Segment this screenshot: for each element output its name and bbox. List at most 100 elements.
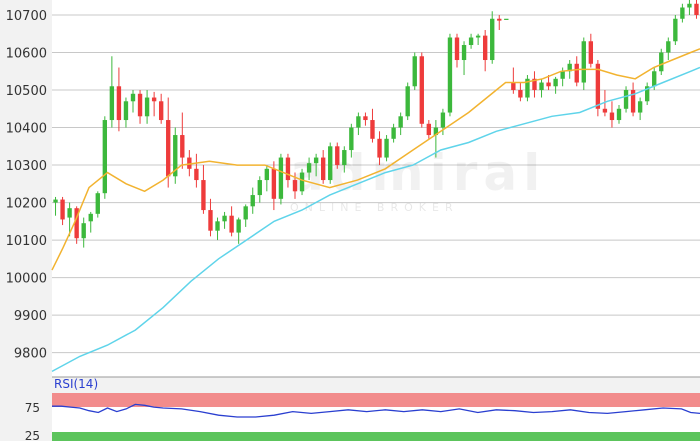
candle bbox=[335, 142, 340, 169]
candle-body bbox=[102, 120, 108, 194]
candle bbox=[539, 78, 544, 98]
y-tick-label: 10700 bbox=[6, 9, 47, 24]
candle-body bbox=[447, 37, 453, 113]
candle-body bbox=[328, 146, 333, 181]
candle bbox=[173, 127, 178, 184]
candle-body bbox=[215, 221, 220, 231]
moving-average-fast-line bbox=[51, 48, 700, 271]
candle bbox=[602, 90, 608, 117]
candle-body bbox=[370, 120, 375, 139]
candle bbox=[419, 52, 424, 128]
candle-body bbox=[475, 35, 481, 38]
candle bbox=[250, 187, 255, 214]
candle-body bbox=[363, 116, 368, 121]
candle-body bbox=[109, 86, 115, 121]
candle bbox=[236, 217, 241, 244]
candle bbox=[257, 176, 262, 203]
candle bbox=[609, 101, 615, 128]
candle bbox=[187, 150, 192, 177]
candle bbox=[180, 112, 185, 169]
candle bbox=[60, 196, 65, 226]
candle bbox=[497, 15, 502, 31]
candle bbox=[349, 123, 354, 158]
candle-body bbox=[673, 18, 678, 42]
candle bbox=[666, 37, 671, 61]
candle-body bbox=[74, 208, 79, 239]
candle bbox=[215, 217, 220, 241]
candle-body bbox=[574, 63, 579, 83]
rsi-oversold-zone bbox=[52, 432, 700, 441]
candle bbox=[518, 82, 523, 102]
candle-body bbox=[687, 3, 692, 8]
candle-body bbox=[666, 41, 671, 53]
candle bbox=[102, 116, 108, 199]
candle bbox=[158, 93, 164, 124]
candle bbox=[454, 33, 460, 68]
candle bbox=[504, 18, 509, 20]
candle-body bbox=[567, 63, 572, 72]
candle bbox=[243, 204, 248, 227]
candle bbox=[285, 153, 291, 188]
candle-body bbox=[377, 138, 382, 158]
candle bbox=[81, 217, 86, 248]
candle bbox=[144, 90, 150, 124]
candle bbox=[405, 82, 410, 121]
candle-body bbox=[173, 135, 178, 177]
candle bbox=[673, 15, 678, 46]
candle-body bbox=[468, 37, 474, 46]
candle-body bbox=[511, 82, 516, 91]
candle bbox=[306, 157, 312, 181]
candle bbox=[123, 97, 129, 128]
candle bbox=[616, 105, 622, 124]
rsi-line bbox=[52, 403, 700, 418]
candle bbox=[328, 142, 333, 184]
candle-body bbox=[490, 18, 495, 61]
candle-body bbox=[306, 163, 312, 173]
candle-body bbox=[313, 157, 319, 164]
candle-body bbox=[208, 210, 213, 231]
candle bbox=[370, 108, 375, 143]
candle-body bbox=[278, 157, 284, 199]
candle bbox=[137, 90, 143, 124]
candle bbox=[567, 60, 572, 79]
candle bbox=[151, 91, 157, 117]
candle-body bbox=[137, 93, 143, 117]
y-tick-label: 10600 bbox=[6, 47, 47, 62]
candle bbox=[581, 37, 586, 91]
candle-body bbox=[243, 206, 248, 220]
candle-body bbox=[532, 78, 537, 91]
candle-body bbox=[616, 108, 622, 121]
candle-body bbox=[497, 18, 502, 21]
rsi-panel: RSI(14) 75 25 bbox=[25, 377, 700, 441]
candle-body bbox=[595, 63, 601, 109]
candle bbox=[482, 30, 488, 72]
candle-body bbox=[158, 101, 164, 121]
candle-body bbox=[285, 157, 291, 181]
candle bbox=[194, 153, 199, 188]
candle bbox=[412, 52, 417, 91]
candle bbox=[659, 48, 664, 76]
candle-body bbox=[637, 101, 643, 113]
candle bbox=[525, 75, 530, 102]
candle-body bbox=[630, 90, 636, 113]
candle-body bbox=[384, 138, 389, 158]
grid-lines bbox=[52, 14, 700, 354]
candles bbox=[53, 0, 699, 248]
candle-body bbox=[144, 97, 150, 117]
candle bbox=[398, 112, 403, 136]
candle-body bbox=[349, 127, 354, 151]
candle-body bbox=[194, 168, 199, 181]
candle bbox=[278, 153, 284, 205]
rsi-tick-label: 25 bbox=[25, 429, 40, 441]
candle bbox=[426, 120, 432, 139]
candle-body bbox=[581, 41, 586, 83]
candle bbox=[637, 97, 643, 121]
candle-body bbox=[299, 172, 305, 192]
candle-body bbox=[335, 146, 340, 166]
candle bbox=[680, 3, 685, 23]
candle bbox=[461, 41, 467, 76]
candle bbox=[546, 75, 551, 91]
candle bbox=[475, 33, 481, 46]
candle bbox=[313, 153, 319, 177]
y-tick-label: 9800 bbox=[14, 347, 47, 362]
